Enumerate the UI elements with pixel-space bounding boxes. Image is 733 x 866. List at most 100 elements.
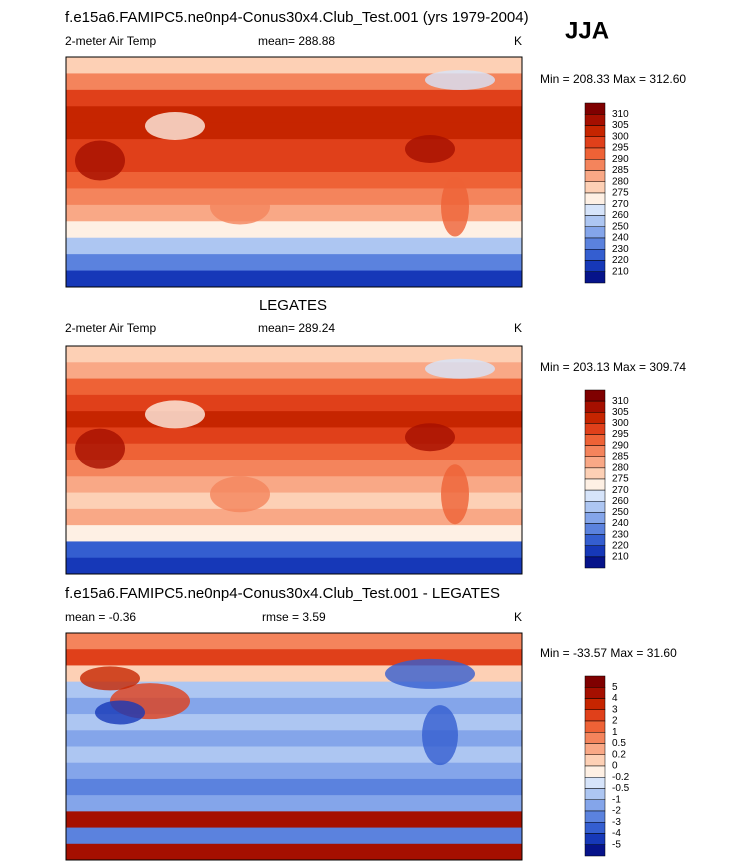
- map-band: [66, 795, 522, 812]
- colorbar-box: [584, 159, 606, 171]
- colorbar-label: 285: [612, 165, 629, 176]
- colorbar-label: 1: [612, 727, 618, 738]
- colorbar-label: 310: [612, 109, 629, 120]
- stat-label: mean= 288.88: [258, 34, 335, 48]
- panel-title: f.e15a6.FAMIPC5.ne0np4-Conus30x4.Club_Te…: [65, 585, 500, 602]
- colorbar-label: 2: [612, 716, 618, 727]
- colorbar-box: [584, 545, 606, 558]
- colorbar-box: [584, 556, 606, 569]
- colorbar-label: 275: [612, 188, 629, 199]
- colorbar-box: [584, 489, 606, 502]
- colorbar-box: [584, 534, 606, 546]
- colorbar-box: [584, 114, 606, 126]
- colorbar-label: 270: [612, 485, 629, 496]
- colorbar-label: 230: [612, 529, 629, 540]
- colorbar-box: [584, 788, 606, 800]
- map-band: [66, 73, 522, 91]
- colorbar-box: [584, 423, 606, 435]
- panel-title: LEGATES: [259, 297, 327, 314]
- colorbar-box: [584, 412, 606, 424]
- colorbar-label: 295: [612, 143, 629, 154]
- map: [65, 56, 523, 288]
- map-feature: [80, 666, 140, 691]
- colorbar-label: 290: [612, 440, 629, 451]
- map: [65, 632, 523, 861]
- colorbar-box: [584, 523, 606, 535]
- map-frame: [65, 56, 523, 288]
- map-band: [66, 778, 522, 796]
- colorbar-label: -0.5: [612, 783, 630, 794]
- colorbar-box: [584, 844, 606, 857]
- units-label: K: [514, 34, 522, 48]
- colorbar-label: 300: [612, 131, 629, 142]
- colorbar-box: [584, 260, 606, 272]
- map-frame: [65, 345, 523, 575]
- stat-label: mean= 289.24: [258, 321, 335, 335]
- colorbar-label: 300: [612, 418, 629, 429]
- map-feature: [75, 428, 125, 469]
- map-feature: [425, 70, 495, 90]
- colorbar-box: [584, 799, 606, 812]
- map-band: [66, 730, 522, 747]
- min-max-label: Min = 208.33 Max = 312.60: [540, 72, 686, 86]
- colorbar-box: [584, 249, 606, 261]
- colorbar-label: -2: [612, 806, 621, 817]
- colorbar-label: -5: [612, 839, 621, 850]
- map-feature: [145, 400, 205, 429]
- map-band: [66, 508, 522, 526]
- units-label: K: [514, 610, 522, 624]
- colorbar-box: [584, 192, 606, 205]
- colorbar-label: -1: [612, 794, 621, 805]
- colorbar-label: 0.2: [612, 749, 626, 760]
- map-feature: [422, 705, 458, 766]
- colorbar-label: 3: [612, 704, 618, 715]
- map-band: [66, 106, 522, 124]
- map-band: [66, 492, 522, 510]
- colorbar-box: [584, 237, 606, 250]
- map-band: [66, 714, 522, 731]
- map-band: [66, 362, 522, 380]
- map-band: [66, 254, 522, 272]
- colorbar-label: 220: [612, 255, 629, 266]
- colorbar-label: 290: [612, 154, 629, 165]
- map-band: [66, 843, 522, 861]
- map-band: [66, 237, 522, 255]
- colorbar-box: [584, 810, 606, 823]
- variable-label: 2-meter Air Temp: [65, 34, 156, 48]
- map-band: [66, 411, 522, 428]
- colorbar-box: [584, 833, 606, 845]
- map-frame: [65, 632, 523, 861]
- colorbar-box: [584, 687, 606, 699]
- colorbar-label: 260: [612, 210, 629, 221]
- colorbar-box: [584, 467, 606, 480]
- colorbar-box: [584, 501, 606, 513]
- map-feature: [145, 112, 205, 140]
- colorbar-label: 270: [612, 199, 629, 210]
- map-band: [66, 443, 522, 461]
- season-label: JJA: [565, 17, 609, 44]
- map-band: [66, 378, 522, 396]
- variable-label: 2-meter Air Temp: [65, 321, 156, 335]
- colorbar-box: [584, 204, 606, 216]
- map-band: [66, 221, 522, 239]
- map-band: [66, 155, 522, 173]
- map-band: [66, 122, 522, 140]
- colorbar-box: [584, 765, 606, 778]
- map-band: [66, 525, 522, 542]
- colorbar-label: 250: [612, 221, 629, 232]
- map-band: [66, 172, 522, 189]
- min-max-label: Min = -33.57 Max = 31.60: [540, 646, 677, 660]
- colorbar-box: [584, 181, 606, 194]
- units-label: K: [514, 321, 522, 335]
- colorbar-box: [584, 226, 606, 239]
- colorbar-label: 305: [612, 407, 629, 418]
- colorbar-label: 210: [612, 552, 629, 563]
- map-band: [66, 476, 522, 494]
- colorbar-label: 280: [612, 463, 629, 474]
- colorbar-box: [584, 754, 606, 767]
- colorbar-label: 240: [612, 233, 629, 244]
- map-band: [66, 811, 522, 829]
- map-feature: [385, 658, 475, 689]
- map-feature: [405, 135, 455, 163]
